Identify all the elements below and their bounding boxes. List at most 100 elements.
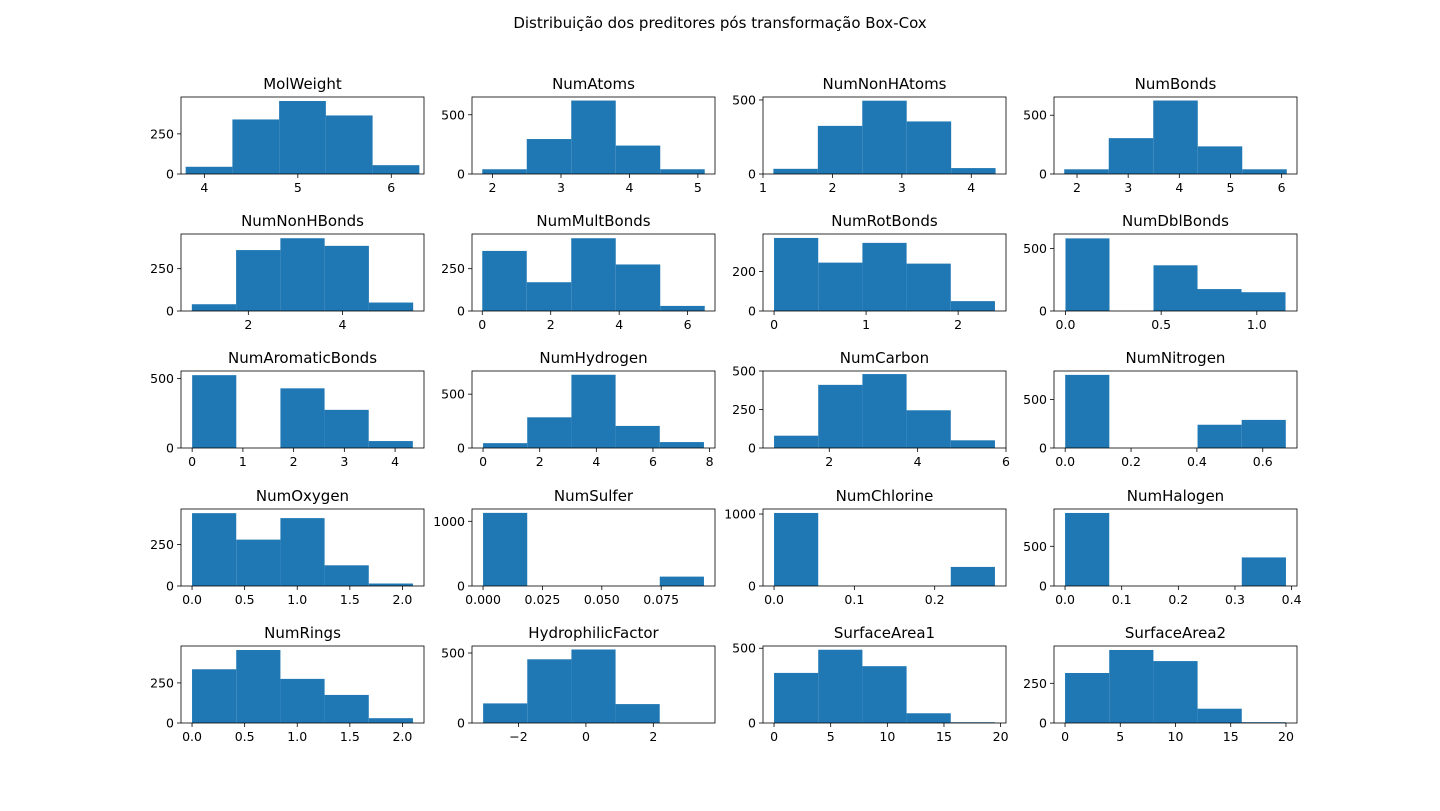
x-tick-label: 2.0 bbox=[392, 592, 412, 607]
histogram-bar bbox=[818, 649, 863, 723]
y-tick-label: 0 bbox=[457, 167, 465, 182]
histogram-bar bbox=[862, 666, 907, 723]
histogram-bar bbox=[1109, 649, 1154, 723]
subplot-numoxygen: 0.0 0.5 1.0 1.5 2.0 0 250 NumOxygen bbox=[150, 487, 425, 607]
subplot-title: NumBonds bbox=[1135, 75, 1217, 93]
x-tick-label: 0.0 bbox=[1056, 317, 1076, 332]
x-tick-label: 4 bbox=[967, 180, 975, 195]
y-tick-label: 0 bbox=[457, 579, 465, 594]
x-tick-label: 5 bbox=[294, 180, 302, 195]
x-tick-label: 6 bbox=[1002, 454, 1010, 469]
axes-frame bbox=[1053, 96, 1298, 175]
histogram-bar bbox=[1197, 708, 1242, 723]
x-tick-label: 15 bbox=[1223, 729, 1239, 744]
x-tick-label: 6 bbox=[1278, 180, 1286, 195]
x-tick-label: 10 bbox=[1168, 729, 1184, 744]
y-tick-label: 0 bbox=[457, 304, 465, 319]
x-tick-label: 4 bbox=[1175, 180, 1183, 195]
subplot-numchlorine: 0.0 0.1 0.2 0 1000 NumChlorine bbox=[724, 487, 1007, 607]
x-tick-label: 0.0 bbox=[1055, 592, 1075, 607]
subplot-numrotbonds: 0 1 2 0 200 NumRotBonds bbox=[732, 212, 1007, 332]
subplot-numbonds: 2 3 4 5 6 0 500 NumBonds bbox=[1023, 75, 1298, 195]
histogram-bar bbox=[1197, 424, 1242, 448]
x-tick-label: 5 bbox=[1227, 180, 1235, 195]
y-tick-label: 250 bbox=[732, 402, 756, 417]
x-tick-label: 1.0 bbox=[287, 729, 307, 744]
y-tick-label: 500 bbox=[1023, 392, 1047, 407]
histogram-bar bbox=[862, 374, 907, 448]
histogram-bar bbox=[191, 304, 237, 311]
axes-frame bbox=[180, 645, 425, 724]
histogram-bar bbox=[1153, 661, 1198, 723]
y-tick-label: 0 bbox=[166, 716, 174, 731]
x-tick-label: 4 bbox=[914, 454, 922, 469]
histogram-bar bbox=[1065, 238, 1110, 311]
subplot-numsulfer: 0.000 0.025 0.050 0.075 0 1000 NumSulfer bbox=[433, 487, 716, 607]
histogram-bar bbox=[1241, 557, 1286, 586]
subplot-title: SurfaceArea2 bbox=[1125, 624, 1226, 642]
histogram-bar bbox=[950, 566, 995, 586]
histogram-bar bbox=[571, 100, 616, 174]
y-tick-label: 500 bbox=[150, 371, 174, 386]
histogram-bar bbox=[660, 305, 705, 311]
x-tick-label: 20 bbox=[1278, 729, 1294, 744]
histogram-bar bbox=[526, 282, 572, 311]
histogram-bar bbox=[280, 518, 325, 586]
y-tick-label: 500 bbox=[1023, 539, 1047, 554]
histogram-bar bbox=[483, 703, 528, 723]
y-tick-label: 200 bbox=[732, 264, 756, 279]
y-tick-label: 250 bbox=[1023, 676, 1047, 691]
axes-frame bbox=[180, 370, 425, 449]
histogram-bar bbox=[571, 238, 616, 311]
histogram-bar bbox=[906, 410, 951, 448]
subplot-numnonhatoms: 1 2 3 4 0 500 NumNonHAtoms bbox=[732, 75, 1007, 195]
x-tick-label: 0.1 bbox=[844, 592, 864, 607]
subplot-title: NumChlorine bbox=[836, 487, 934, 505]
y-tick-label: 0 bbox=[166, 167, 174, 182]
histogram-bar bbox=[950, 301, 995, 311]
x-tick-label: 2.0 bbox=[392, 729, 412, 744]
x-tick-label: 0.1 bbox=[1112, 592, 1132, 607]
x-tick-label: 8 bbox=[706, 454, 714, 469]
histogram-bar bbox=[571, 649, 616, 723]
y-tick-label: 500 bbox=[441, 646, 465, 661]
axes-frame bbox=[471, 645, 716, 724]
x-tick-label: 1.5 bbox=[340, 592, 360, 607]
x-tick-label: 2 bbox=[649, 729, 657, 744]
x-tick-label: 6 bbox=[387, 180, 395, 195]
y-tick-label: 0 bbox=[748, 716, 756, 731]
y-tick-label: 250 bbox=[150, 537, 174, 552]
x-tick-label: 0.050 bbox=[584, 592, 620, 607]
y-tick-label: 500 bbox=[1023, 108, 1047, 123]
y-tick-label: 0 bbox=[166, 441, 174, 456]
histogram-bar bbox=[659, 576, 704, 586]
subplot-numnitrogen: 0.0 0.2 0.4 0.6 0 500 NumNitrogen bbox=[1023, 349, 1298, 469]
histogram-bar bbox=[192, 375, 237, 448]
axes-frame bbox=[180, 233, 425, 312]
x-tick-label: 3 bbox=[557, 180, 565, 195]
y-tick-label: 0 bbox=[1039, 304, 1047, 319]
subplot-numcarbon: 2 4 6 0 250 500 NumCarbon bbox=[732, 349, 1010, 469]
y-tick-label: 0 bbox=[748, 167, 756, 182]
x-tick-label: 0.3 bbox=[1225, 592, 1245, 607]
y-tick-label: 1000 bbox=[724, 507, 756, 522]
subplot-title: SurfaceArea1 bbox=[834, 624, 935, 642]
y-tick-label: 0 bbox=[1039, 716, 1047, 731]
x-tick-label: 0.025 bbox=[525, 592, 561, 607]
histogram-bar bbox=[368, 583, 413, 586]
subplot-numdblbonds: 0.0 0.5 1.0 0 500 NumDblBonds bbox=[1023, 212, 1298, 332]
x-tick-label: 2 bbox=[828, 180, 836, 195]
x-tick-label: 3 bbox=[1124, 180, 1132, 195]
y-tick-label: 250 bbox=[150, 675, 174, 690]
x-tick-label: 0.5 bbox=[1151, 317, 1171, 332]
x-tick-label: 0 bbox=[582, 729, 590, 744]
histogram-bar bbox=[279, 101, 326, 174]
histogram-bar bbox=[1197, 289, 1242, 311]
subplot-title: NumMultBonds bbox=[536, 212, 650, 230]
histogram-bar bbox=[906, 263, 951, 311]
x-tick-label: 1.5 bbox=[340, 729, 360, 744]
x-tick-label: 6 bbox=[649, 454, 657, 469]
x-tick-label: −2 bbox=[509, 729, 527, 744]
x-tick-label: 1 bbox=[759, 180, 767, 195]
histogram-bar bbox=[325, 115, 373, 174]
